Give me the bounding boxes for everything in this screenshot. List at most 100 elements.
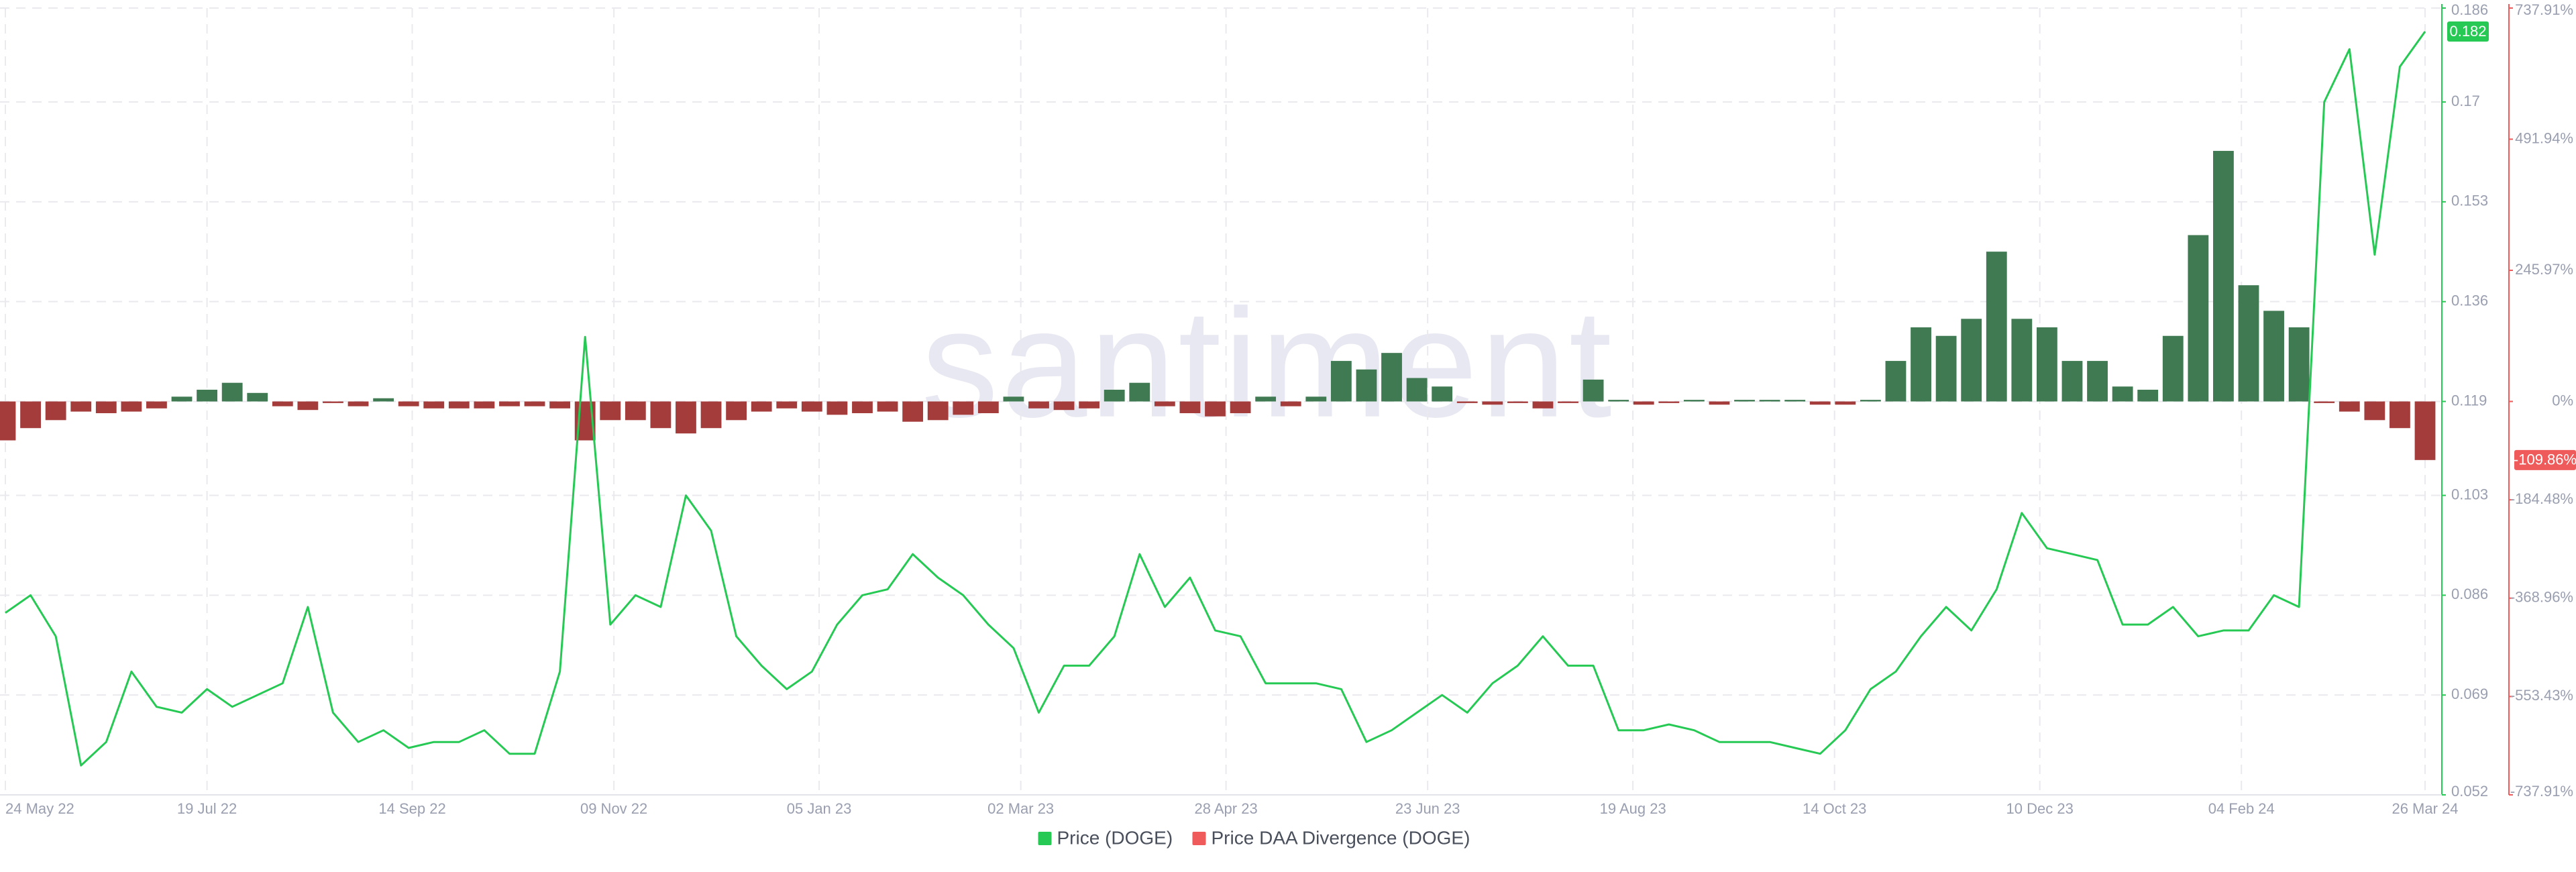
- divergence-bar: [2087, 361, 2108, 402]
- divergence-bar: [801, 401, 822, 412]
- divergence-bar: [2263, 311, 2284, 402]
- divergence-bar: [1558, 401, 1578, 403]
- lines: [5, 31, 2426, 767]
- watermark: santiment: [921, 277, 1614, 449]
- x-tick-label: 23 Jun 23: [1395, 800, 1460, 817]
- y2-tick-label: 245.97%: [2515, 261, 2573, 278]
- divergence-bar: [323, 401, 343, 403]
- divergence-bar: [2314, 401, 2335, 403]
- divergence-bar: [2037, 327, 2057, 402]
- divergence-bar: [1003, 396, 1024, 402]
- divergence-bar: [499, 401, 520, 406]
- divergence-bar: [398, 401, 419, 406]
- y-tick-label: 0.136: [2451, 292, 2488, 309]
- divergence-bar: [1330, 361, 1352, 402]
- divergence-bar: [1709, 401, 1730, 405]
- divergence-bar: [1885, 361, 1907, 402]
- divergence-bar: [1835, 401, 1856, 405]
- divergence-bar: [1961, 319, 1982, 402]
- divergence-bar: [751, 401, 772, 412]
- divergence-bar: [826, 401, 848, 415]
- divergence-bar: [1406, 378, 1428, 402]
- divergence-bar: [146, 401, 167, 408]
- divergence-badge: [2514, 449, 2576, 470]
- y2-tick-label: 737.91%: [2515, 1, 2573, 18]
- y-tick-label: 0.069: [2451, 686, 2488, 702]
- divergence-bar: [1028, 401, 1049, 408]
- divergence-bar: [877, 401, 898, 412]
- grid: [0, 7, 2442, 796]
- x-tick-label: 24 May 22: [5, 800, 74, 817]
- divergence-bar: [1507, 401, 1528, 403]
- divergence-bar: [549, 401, 571, 408]
- x-tick-label: 26 Mar 24: [2392, 800, 2458, 817]
- divergence-bar: [1759, 400, 1780, 402]
- divergence-bar: [2162, 335, 2184, 402]
- x-tick-label: 02 Mar 23: [987, 800, 1054, 817]
- divergence-bar: [1658, 401, 1680, 403]
- divergence-bar: [1986, 252, 2007, 402]
- divergence-bar: [197, 390, 217, 402]
- divergence-bar: [977, 401, 999, 413]
- divergence-bar: [726, 401, 747, 421]
- divergence-bar: [927, 401, 949, 421]
- divergence-bar: [20, 401, 41, 429]
- legend-label: Price DAA Divergence (DOGE): [1212, 827, 1470, 848]
- price-line: [5, 31, 2426, 767]
- divergence-bar: [2011, 319, 2033, 402]
- axes: 24 May 22 19 Jul 22 14 Sep 22 09 Nov 22 05 J…: [0, 1, 2576, 817]
- divergence-bar: [2112, 386, 2133, 402]
- legend-swatch: [1192, 832, 1206, 845]
- y-tick-label: 0.186: [2451, 1, 2488, 18]
- divergence-bar: [1734, 400, 1755, 402]
- divergence-bar: [95, 401, 117, 413]
- legend-swatch: [1038, 832, 1052, 845]
- x-tick-label: 19 Jul 22: [177, 800, 237, 817]
- divergence-bar: [2188, 235, 2209, 402]
- y-tick-label: 0.153: [2451, 193, 2488, 209]
- y2-tick-label: -737.91%: [2510, 783, 2573, 800]
- divergence-bar: [448, 401, 470, 408]
- divergence-bar: [2390, 401, 2410, 429]
- divergence-bar: [600, 401, 621, 421]
- divergence-bar: [1381, 353, 1402, 402]
- y-tick-label: 0.103: [2451, 486, 2488, 502]
- divergence-bar: [121, 401, 142, 412]
- divergence-bar: [1079, 401, 1100, 408]
- divergence-bar: [1432, 386, 1453, 402]
- divergence-bar: [650, 401, 672, 429]
- divergence-bar: [247, 392, 268, 402]
- divergence-bar: [373, 398, 394, 402]
- x-tick-label: 19 Aug 23: [1600, 800, 1666, 817]
- x-tick-label: 09 Nov 22: [580, 800, 647, 817]
- divergence-bar: [1683, 400, 1705, 402]
- y2-tick-label: 0%: [2552, 392, 2573, 408]
- y2-tick-label: -368.96%: [2510, 589, 2573, 606]
- y-tick-label: 0.17: [2451, 93, 2480, 109]
- divergence-bar: [1280, 401, 1301, 406]
- divergence-bar: [625, 401, 646, 421]
- y-tick-label: 0.052: [2451, 783, 2488, 800]
- divergence-bar: [171, 396, 193, 402]
- divergence-bar: [45, 401, 66, 421]
- x-tick-label: 28 Apr 23: [1195, 800, 1258, 817]
- divergence-bar: [1784, 400, 1806, 402]
- x-tick-label: 04 Feb 24: [2208, 800, 2275, 817]
- divergence-bar: [2414, 401, 2436, 460]
- divergence-bar: [1860, 400, 1881, 402]
- divergence-bar: [70, 401, 92, 412]
- divergence-bar: [1154, 401, 1175, 406]
- y-tick-label: 0.119: [2451, 392, 2487, 408]
- divergence-bar: [1456, 401, 1478, 403]
- divergence-bar: [953, 401, 974, 415]
- divergence-bar: [1205, 401, 1226, 417]
- divergence-bar: [852, 401, 873, 413]
- divergence-bar: [1053, 401, 1075, 411]
- divergence-bar: [700, 401, 722, 429]
- divergence-bar: [1305, 396, 1327, 402]
- legend: Price (DOGE) Price DAA Divergence (DOGE): [1038, 827, 1470, 848]
- y2-tick-label: -553.43%: [2510, 687, 2573, 704]
- divergence-bar: [1582, 379, 1604, 402]
- divergence-bar: [347, 401, 369, 406]
